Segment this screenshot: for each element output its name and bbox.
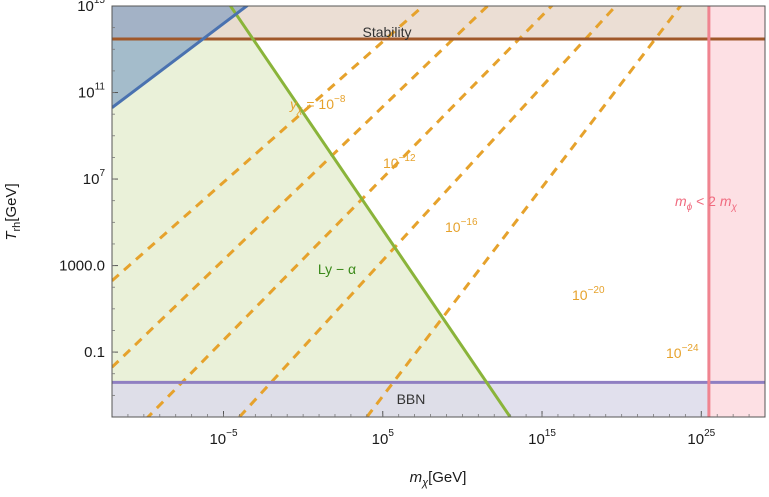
lyman-alpha-excluded-region [112, 6, 511, 417]
x-axis-ticks: 10−5 105 1015 1025 [127, 411, 750, 448]
bbn-excluded-region [112, 382, 765, 417]
y-tick-label: 1015 [77, 0, 105, 15]
x-axis-title: mχ[GeV] [410, 469, 467, 489]
series-label-1e-16: 10−16 [445, 217, 478, 235]
mass-bound-label: mϕ < 2 mχ [675, 193, 738, 213]
mass-bound-excluded-region [708, 6, 765, 417]
contour-line-1e-8 [112, 6, 426, 282]
upper-left-boundary-line [112, 6, 250, 109]
yukawa-contours [112, 6, 683, 417]
y-tick-label: 107 [83, 168, 106, 188]
contour-line-1e-12 [112, 6, 490, 369]
lyman-alpha-boundary-line [228, 6, 512, 417]
contour-line-1e-24 [365, 6, 683, 417]
y-tick-label: 1000.0 [59, 258, 105, 275]
bbn-label: BBN [397, 391, 426, 407]
series-label-1e-20: 10−20 [572, 285, 605, 303]
plot-frame [111, 5, 766, 418]
contour-line-1e-20 [238, 6, 618, 417]
series-label-1e-24: 10−24 [666, 343, 699, 361]
series-label-1e-12: 10−12 [383, 153, 416, 171]
y-tick-label: 1011 [78, 82, 106, 102]
x-tick-label: 1015 [528, 428, 556, 448]
x-tick-label: 10−5 [209, 428, 238, 448]
x-tick-label: 105 [372, 428, 395, 448]
y-tick-label: 0.1 [84, 344, 105, 361]
contour-line-1e-16 [145, 6, 554, 417]
y-axis-title: Trh[GeV] [3, 183, 23, 240]
x-tick-label: 1025 [687, 428, 715, 448]
lyman-alpha-label: Ly − α [318, 261, 356, 277]
stability-label: Stability [362, 24, 411, 40]
plot-area [112, 6, 765, 417]
series-label-y-chi-1e-8: yχ = 10−8 [289, 94, 346, 116]
y-axis-ticks: 0.1 1000.0 107 1011 1015 [59, 0, 118, 396]
